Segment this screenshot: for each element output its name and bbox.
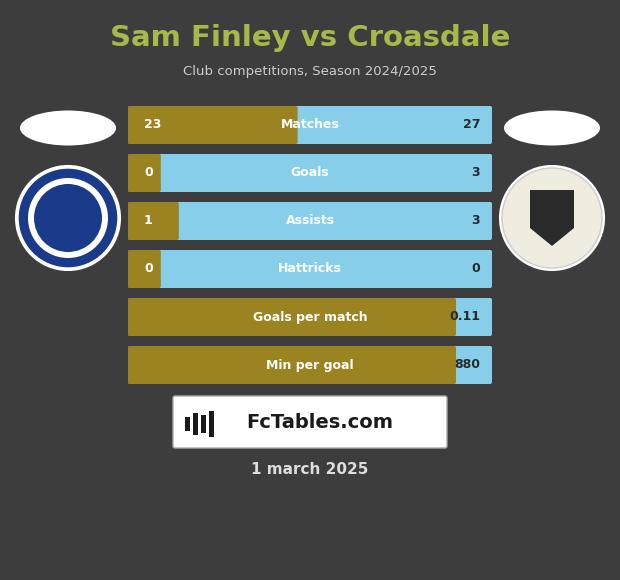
FancyBboxPatch shape [128, 250, 161, 288]
FancyBboxPatch shape [128, 202, 492, 240]
FancyBboxPatch shape [128, 154, 492, 192]
Text: 3: 3 [471, 166, 480, 179]
Circle shape [16, 166, 120, 270]
Text: 3: 3 [471, 215, 480, 227]
Text: 0: 0 [144, 263, 153, 276]
Text: Goals: Goals [291, 166, 329, 179]
Text: 27: 27 [463, 118, 480, 132]
Bar [209, 411, 214, 437]
Text: Hattricks: Hattricks [278, 263, 342, 276]
FancyBboxPatch shape [128, 154, 161, 192]
Ellipse shape [504, 111, 600, 146]
Text: 1 march 2025: 1 march 2025 [251, 462, 369, 477]
Text: 1: 1 [144, 215, 153, 227]
Text: 0: 0 [471, 263, 480, 276]
FancyBboxPatch shape [128, 106, 298, 144]
FancyBboxPatch shape [128, 202, 179, 240]
Ellipse shape [20, 111, 116, 146]
Text: 23: 23 [144, 118, 161, 132]
FancyBboxPatch shape [128, 346, 456, 384]
Text: 0.11: 0.11 [449, 310, 480, 324]
Circle shape [34, 184, 102, 252]
Text: Min per goal: Min per goal [266, 358, 354, 372]
Text: FcTables.com: FcTables.com [247, 412, 394, 432]
Circle shape [28, 178, 108, 258]
FancyBboxPatch shape [128, 298, 492, 336]
Circle shape [18, 168, 118, 268]
Text: Goals per match: Goals per match [253, 310, 367, 324]
Text: Matches: Matches [281, 118, 339, 132]
Text: Assists: Assists [285, 215, 335, 227]
Bar [185, 417, 190, 431]
FancyBboxPatch shape [128, 298, 456, 336]
Polygon shape [530, 190, 574, 246]
Text: 0: 0 [144, 166, 153, 179]
FancyBboxPatch shape [128, 106, 492, 144]
Bar [193, 413, 198, 435]
Circle shape [502, 168, 602, 268]
FancyBboxPatch shape [128, 346, 492, 384]
Circle shape [500, 166, 604, 270]
Bar [201, 415, 206, 433]
Text: Club competitions, Season 2024/2025: Club competitions, Season 2024/2025 [183, 66, 437, 78]
Text: Sam Finley vs Croasdale: Sam Finley vs Croasdale [110, 24, 510, 52]
FancyBboxPatch shape [128, 250, 492, 288]
FancyBboxPatch shape [173, 396, 447, 448]
Text: 880: 880 [454, 358, 480, 372]
